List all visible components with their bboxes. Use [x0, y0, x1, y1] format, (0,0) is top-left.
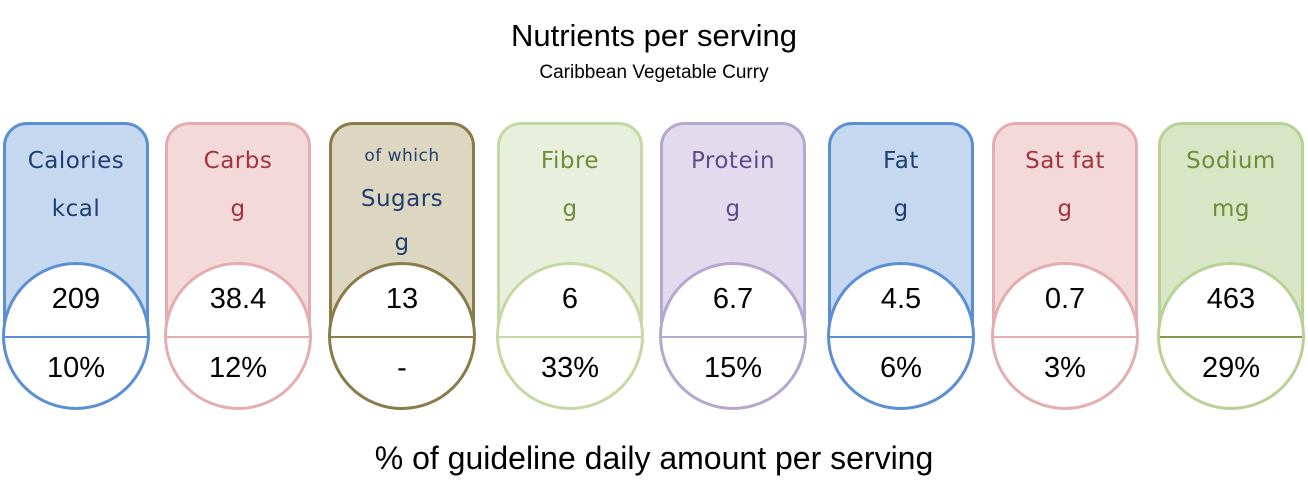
daily-percent: -: [397, 352, 407, 384]
nutrient-card-sodium: Sodium mg 463 29%: [1157, 122, 1305, 412]
nutrient-card-protein: Protein g 6.7 15%: [659, 122, 807, 412]
nutrient-card-carbs: Carbs g 38.4 12%: [164, 122, 312, 412]
nutrient-value-circle: 6 33%: [496, 262, 644, 410]
daily-percent: 33%: [540, 352, 600, 384]
nutrient-unit: g: [893, 196, 909, 222]
value-divider: [1160, 336, 1302, 338]
daily-percent: 12%: [208, 352, 268, 384]
daily-percent: 6%: [880, 352, 922, 384]
nutrient-amount: 4.5: [880, 283, 922, 315]
value-divider: [994, 336, 1136, 338]
nutrient-name: Protein: [690, 148, 776, 174]
value-divider: [662, 336, 804, 338]
nutrient-value-circle: 6.7 15%: [659, 262, 807, 410]
nutrient-name: Fat: [883, 148, 919, 174]
nutrient-amount: 0.7: [1044, 283, 1086, 315]
nutrient-value-circle: 209 10%: [2, 262, 150, 410]
nutrient-name: Sat fat: [1025, 148, 1105, 174]
nutrient-unit: mg: [1211, 196, 1250, 222]
nutrient-card-sat-fat: Sat fat g 0.7 3%: [991, 122, 1139, 412]
nutrient-unit: g: [230, 196, 246, 222]
recipe-subtitle: Caribbean Vegetable Curry: [539, 62, 769, 83]
nutrient-name: Fibre: [540, 148, 600, 174]
nutrient-amount: 6: [561, 283, 579, 315]
daily-percent: 3%: [1044, 352, 1086, 384]
nutrient-amount: 13: [385, 283, 419, 315]
value-divider: [499, 336, 641, 338]
nutrient-unit: g: [394, 230, 410, 256]
nutrient-unit: g: [725, 196, 741, 222]
nutrient-amount: 6.7: [712, 283, 754, 315]
nutrient-card-calories: Calories kcal 209 10%: [2, 122, 150, 412]
value-divider: [830, 336, 972, 338]
nutrient-unit: kcal: [51, 196, 101, 222]
nutrient-amount: 463: [1206, 283, 1256, 315]
value-divider: [5, 336, 147, 338]
nutrient-card-fibre: Fibre g 6 33%: [496, 122, 644, 412]
nutrient-card-fat: Fat g 4.5 6%: [827, 122, 975, 412]
nutrient-amount: 209: [51, 283, 101, 315]
nutrient-name: of which: [364, 146, 440, 166]
nutrient-name: Calories: [27, 148, 125, 174]
nutrient-value-circle: 38.4 12%: [164, 262, 312, 410]
nutrient-name: Carbs: [203, 148, 273, 174]
daily-percent: 29%: [1201, 352, 1261, 384]
nutrient-value-circle: 4.5 6%: [827, 262, 975, 410]
value-divider: [167, 336, 309, 338]
daily-percent: 10%: [46, 352, 106, 384]
nutrient-unit: g: [1057, 196, 1073, 222]
daily-percent: 15%: [703, 352, 763, 384]
nutrient-value-circle: 463 29%: [1157, 262, 1305, 410]
nutrient-name: Sodium: [1186, 148, 1276, 174]
nutrient-unit: g: [562, 196, 578, 222]
value-divider: [331, 336, 473, 338]
page-title: Nutrients per serving: [510, 18, 797, 53]
nutrient-value-circle: 13 -: [328, 262, 476, 410]
nutrient-value-circle: 0.7 3%: [991, 262, 1139, 410]
guideline-footnote: % of guideline daily amount per serving: [374, 440, 934, 476]
nutrient-amount: 38.4: [209, 283, 267, 315]
nutrient-name-line2: Sugars: [360, 186, 444, 212]
nutrient-card-sugars: of which Sugars g 13 -: [328, 122, 476, 412]
